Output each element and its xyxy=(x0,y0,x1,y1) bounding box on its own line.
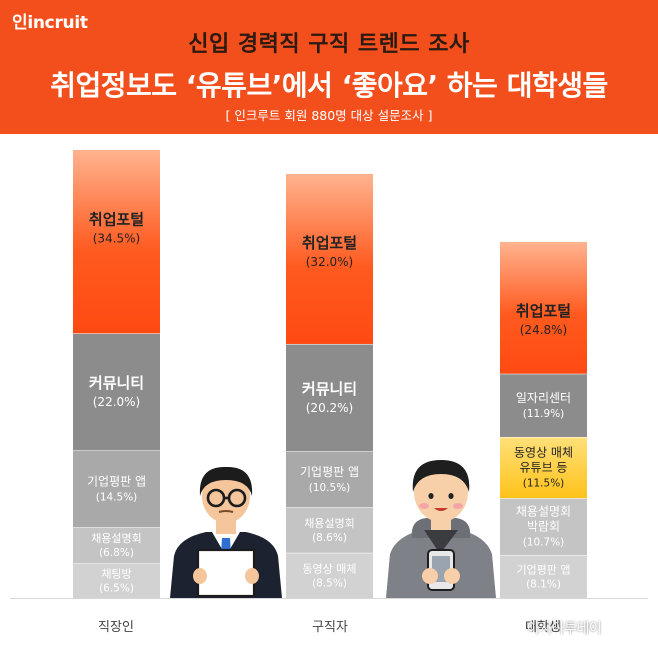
segment-label: 채용설명회 xyxy=(516,505,571,519)
segment-value-label: (10.7%) xyxy=(523,537,565,549)
watermark: 아시아투데이 xyxy=(527,621,602,637)
bar-segment xyxy=(73,450,160,528)
brand-logo: 인incruit xyxy=(12,13,88,33)
category-label-student: 대학생 xyxy=(525,620,561,635)
segment-label: 커뮤니티 xyxy=(89,374,144,392)
segment-label: 유튜브 등 xyxy=(520,461,568,475)
header-banner: 인incruit 신입 경력직 구직 트렌드 조사 취업정보도 ‘유튜브’에서 … xyxy=(0,0,658,134)
bar-segment xyxy=(286,343,373,452)
segment-value-label: (8.1%) xyxy=(526,578,561,590)
segment-label: 채팅방 xyxy=(101,568,131,581)
segment-label: 동영상 매체 xyxy=(302,562,356,575)
bar-segment xyxy=(286,451,373,508)
segment-value-label: (22.0%) xyxy=(93,395,140,409)
category-label-jobseeker: 구직자 xyxy=(312,620,348,635)
segment-label: 박람회 xyxy=(527,520,560,534)
chart-title-top: 신입 경력직 구직 트렌드 조사 xyxy=(188,32,470,57)
segment-label: 기업평판 앱 xyxy=(87,474,146,488)
chart-title-main: 취업정보도 ‘유튜브’에서 ‘좋아요’ 하는 대학생들 xyxy=(50,69,608,102)
bar-segment xyxy=(286,173,373,344)
segment-value-label: (8.5%) xyxy=(312,577,347,589)
segment-value-label: (20.2%) xyxy=(306,401,353,415)
segment-value-label: (6.5%) xyxy=(99,583,134,595)
segment-label: 채용설명회 xyxy=(304,517,355,530)
bar-segment xyxy=(500,554,587,598)
segment-label: 동영상 매체 xyxy=(514,446,573,460)
bar-segment xyxy=(500,436,587,499)
segment-value-label: (14.5%) xyxy=(96,491,138,503)
segment-value-label: (6.8%) xyxy=(99,547,134,559)
student-illustration xyxy=(386,460,496,598)
office-worker-illustration xyxy=(170,466,282,598)
segment-label: 기업평판 앱 xyxy=(300,465,359,479)
segment-label: 채용설명회 xyxy=(91,532,142,545)
bar-segment xyxy=(286,552,373,598)
segment-value-label: (32.0%) xyxy=(306,255,353,269)
segment-label: 기업평판 앱 xyxy=(516,563,570,576)
chart-baseline xyxy=(10,598,648,599)
segment-value-label: (10.5%) xyxy=(309,482,351,494)
segment-label: 일자리센터 xyxy=(516,391,571,405)
segment-value-label: (8.6%) xyxy=(312,532,347,544)
bar-segment xyxy=(500,498,587,555)
bar-segment xyxy=(500,373,587,437)
segment-value-label: (11.9%) xyxy=(523,408,565,420)
bar-segment xyxy=(286,507,373,553)
bar-segment xyxy=(73,333,160,451)
stacked-bar-chart: 채팅방 (6.5%) 채용설명회 (6.8%) 기업평판 앱 (14.5%) 커뮤니티 (22… xyxy=(73,150,587,598)
segment-label: 취업포털 xyxy=(516,302,571,320)
chart-subtitle: [ 인크루트 회원 880명 대상 설문조사 ] xyxy=(225,108,433,123)
segment-label: 취업포털 xyxy=(89,210,144,228)
bar-segment xyxy=(73,150,160,334)
bar-segment xyxy=(73,527,160,564)
segment-value-label: (11.5%) xyxy=(523,478,565,490)
segment-value-label: (34.5%) xyxy=(93,231,140,245)
segment-value-label: (24.8%) xyxy=(520,323,567,337)
segment-label: 커뮤니티 xyxy=(302,380,357,398)
category-label-worker: 직장인 xyxy=(98,620,134,635)
bar-segment xyxy=(500,241,587,374)
segment-label: 취업포털 xyxy=(302,234,357,252)
bar-segment xyxy=(73,563,160,598)
